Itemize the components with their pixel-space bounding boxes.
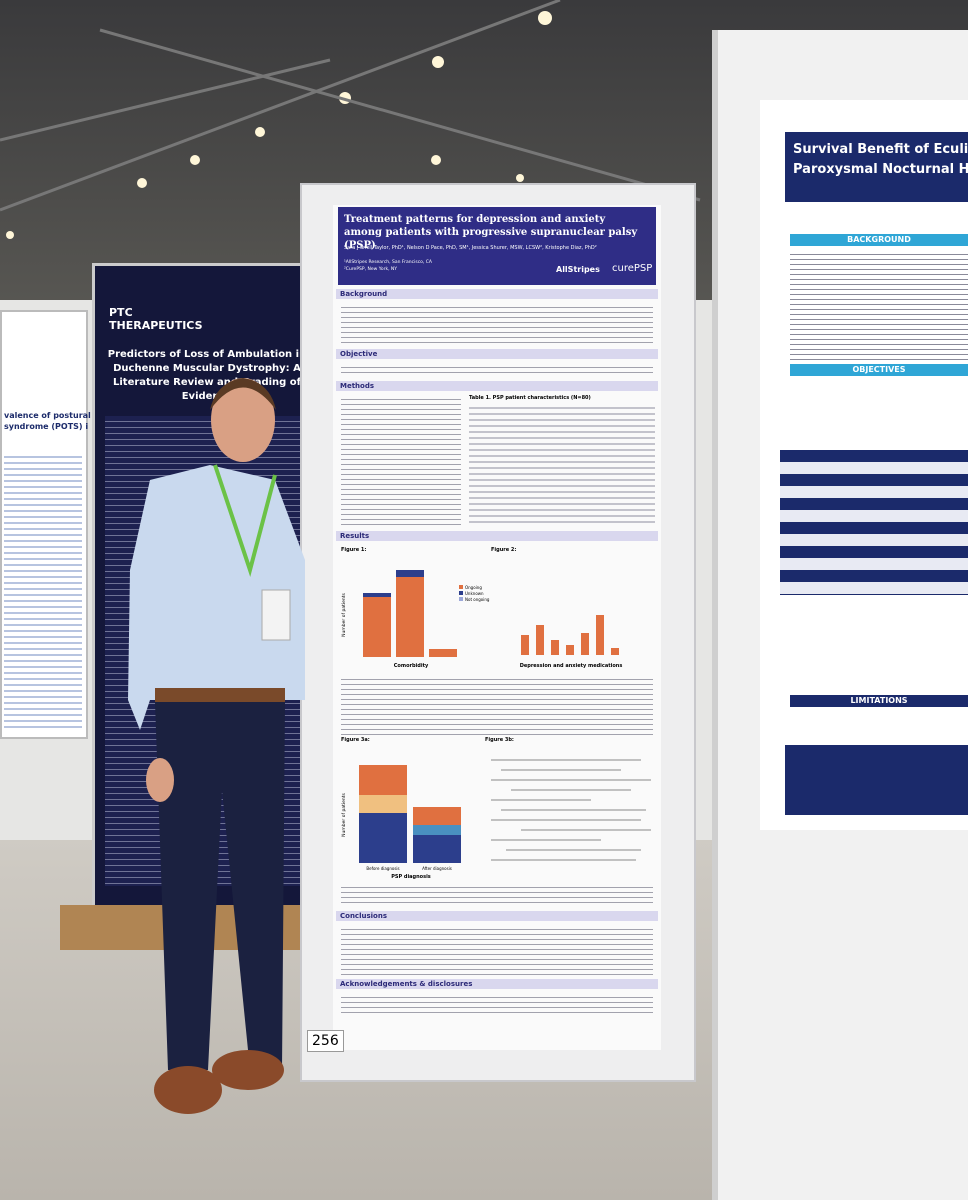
fig2-bars [521,615,619,655]
poster-header: Survival Benefit of Eculi Paroxysmal Noct… [785,132,968,202]
badge [261,589,291,641]
shoe [212,1050,284,1090]
poster-header: Treatment patterns for depression and an… [338,207,656,285]
fig3b-lines [491,759,651,861]
x-axis-label: Depression and anxiety medications [520,663,623,669]
figures-3: Number of patients Before diagnosis Afte… [341,759,651,880]
footer-block [785,745,968,815]
hair [210,378,276,410]
trusses [0,0,701,212]
title-line: syndrome (POTS) i [4,422,89,431]
shoe [154,1066,222,1114]
table [780,450,968,595]
table [469,403,655,523]
x-axis-label: Comorbidity [394,663,429,669]
poster-number: 256 [307,1030,344,1052]
legend-label: Unknown [465,591,484,596]
text-block [341,883,653,905]
figure-label: Figure 2: [491,547,517,553]
category-label: After diagnosis [422,866,452,871]
ceiling-lights [0,0,701,239]
section-heading: Objective [336,349,658,359]
legend-label: Ongoing [465,585,482,590]
figure-label: Figure 1: [341,547,367,553]
poster-authors: Sara J Snell Taylor, PhD¹, Nelson D Pace… [344,245,597,251]
text-block [341,993,653,1017]
figures-1-2: Number of patients Comorbidity Depressio… [341,570,623,669]
far-left-poster: valence of postural ortho syndrome (POTS)… [0,310,118,739]
head [211,378,275,462]
text-block [341,303,653,343]
fig1-bars [363,570,457,657]
poster-title: Predictors of Loss of Ambulation in Duch… [107,349,307,402]
title-line: valence of postural ortho [4,411,119,420]
belt [155,688,285,702]
section-heading: OBJECTIVES [790,364,968,376]
affiliation: ²CurePSP, New York, NY [344,267,398,272]
section-heading: Results [336,531,658,541]
section-heading: LIMITATIONS [790,695,968,707]
figure-label: Figure 3a: [341,737,370,743]
legend-label: Not ongoing [465,597,490,602]
text-block [341,363,653,377]
logo: curePSP [612,263,653,274]
text-block [341,925,653,975]
logo: AllStripes [556,265,600,274]
title-line: Paroxysmal Nocturnal H [793,162,968,177]
hand [146,758,174,802]
poster-body [4,452,82,732]
x-axis-label: PSP diagnosis [391,874,431,880]
affiliation: ¹AllStripes Research, San Francisco, CA [344,260,433,265]
person [128,378,305,1114]
figure-label: Figure 3b: [485,737,514,743]
table-title: Table 1. PSP patient characteristics (N=… [469,395,591,401]
category-label: Before diagnosis [366,866,399,871]
poster-title: valence of postural ortho syndrome (POTS)… [4,410,118,432]
section-heading: Methods [336,381,658,391]
y-axis-label: Number of patients [341,793,347,837]
lanyard [213,464,277,578]
y-axis-label: Number of patients [341,593,347,637]
section-heading: BACKGROUND [790,234,968,246]
title-line: Survival Benefit of Eculi [793,142,968,157]
text-block [790,250,968,360]
poster-title: Treatment patterns for depression and an… [344,214,638,251]
section-heading: Acknowledgements & disclosures [336,979,658,989]
text-block [341,675,653,735]
fig3a-bars [359,765,461,863]
section-heading: Conclusions [336,911,658,921]
main-poster: Treatment patterns for depression and an… [333,205,661,1050]
section-heading: Background [336,289,658,299]
right-poster: Survival Benefit of Eculi Paroxysmal Noct… [760,100,968,830]
poster-logo: PTC THERAPEUTICS [109,306,203,332]
text-block [341,395,461,525]
pants [155,702,285,1070]
